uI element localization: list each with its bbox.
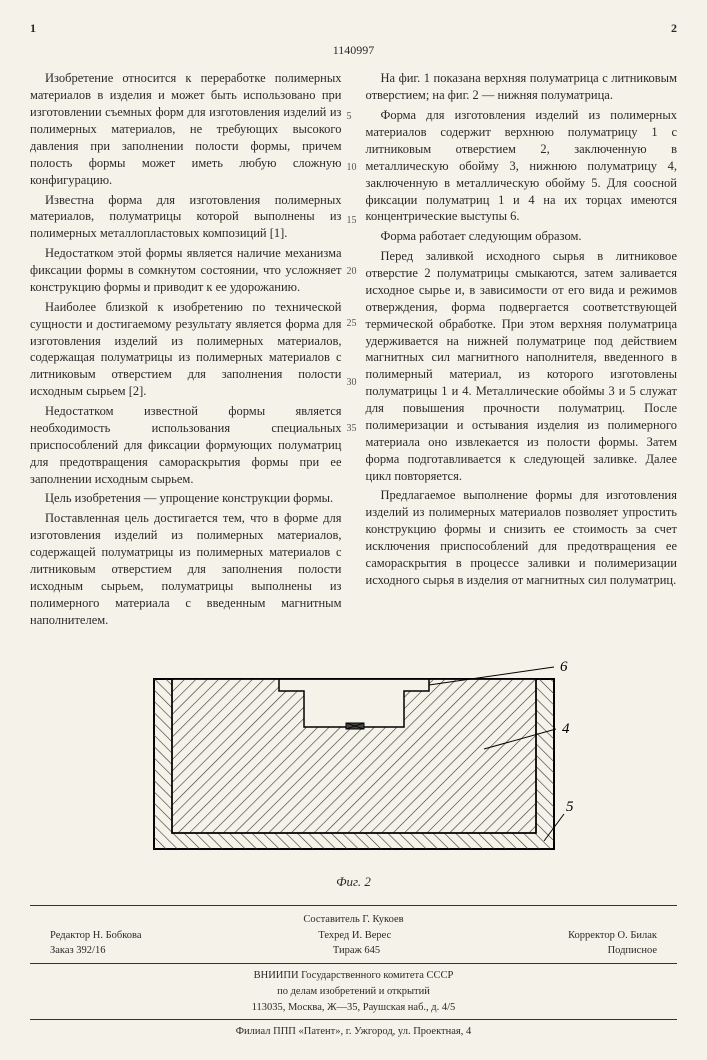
para: Наиболее близкой к изобретению по технич… <box>30 299 342 400</box>
editor: Редактор Н. Бобкова <box>50 928 142 944</box>
fig-label-5: 5 <box>566 799 574 815</box>
text-columns: 5 10 15 20 25 30 35 Изобретение относится к пе… <box>30 70 677 631</box>
line-number: 10 <box>347 161 357 175</box>
line-number: 25 <box>347 317 357 331</box>
figure-2: 6 4 5 Фиг. 2 <box>30 649 677 891</box>
techred: Техред И. Верес <box>318 928 391 944</box>
org: ВНИИПИ Государственного комитета СССР <box>30 968 677 984</box>
column-right: На фиг. 1 показана верхняя полуматрица с… <box>366 70 678 631</box>
para: Предлагаемое выполнение формы для изгото… <box>366 487 678 588</box>
compiler: Составитель Г. Кукоев <box>30 912 677 928</box>
column-left: Изобретение относится к переработке поли… <box>30 70 342 631</box>
fig-label-4: 4 <box>562 721 570 737</box>
page-num-left: 1 <box>30 20 36 36</box>
para: На фиг. 1 показана верхняя полуматрица с… <box>366 70 678 104</box>
order: Заказ 392/16 <box>50 943 105 959</box>
branch: Филиал ППП «Патент», г. Ужгород, ул. Про… <box>30 1019 677 1040</box>
para: Поставленная цель достигается тем, что в… <box>30 510 342 628</box>
line-number: 35 <box>347 422 357 436</box>
line-number: 20 <box>347 265 357 279</box>
corrector: Корректор О. Билак <box>568 928 657 944</box>
patent-number: 1140997 <box>30 42 677 58</box>
para: Форма для изготовления изделий из полиме… <box>366 107 678 225</box>
line-number: 30 <box>347 376 357 390</box>
page-num-right: 2 <box>671 20 677 36</box>
org2: по делам изобретений и открытий <box>30 984 677 1000</box>
addr: 113035, Москва, Ж—35, Раушская наб., д. … <box>30 1000 677 1016</box>
para: Недостатком известной формы является нео… <box>30 403 342 487</box>
subscription: Подписное <box>608 943 657 959</box>
para: Перед заливкой исходного сырья в литнико… <box>366 248 678 484</box>
para: Цель изобретения — упрощение конструкции… <box>30 490 342 507</box>
imprint: Составитель Г. Кукоев Редактор Н. Бобков… <box>30 905 677 1040</box>
fig-label-6: 6 <box>560 659 568 675</box>
para: Форма работает следующим образом. <box>366 228 678 245</box>
line-number: 15 <box>347 214 357 228</box>
figure-label: Фиг. 2 <box>30 873 677 891</box>
line-number: 5 <box>347 110 352 124</box>
para: Изобретение относится к переработке поли… <box>30 70 342 188</box>
para: Известна форма для изготовления полимерн… <box>30 192 342 243</box>
tirage: Тираж 645 <box>333 943 380 959</box>
para: Недостатком этой формы является наличие … <box>30 245 342 296</box>
